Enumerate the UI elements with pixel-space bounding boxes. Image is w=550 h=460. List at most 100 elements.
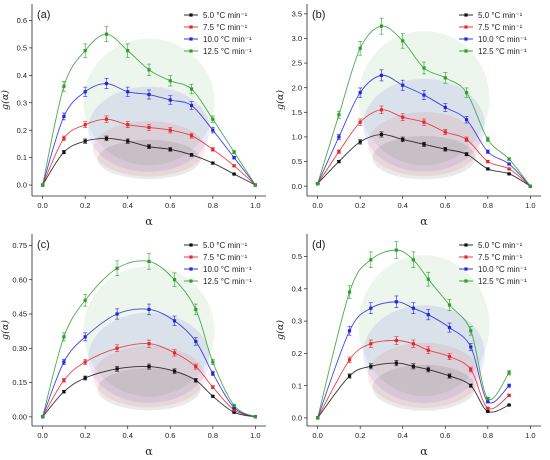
chart-panel-1: 0.0 0.2 0.4 0.6 0.8 1.0 0.0 0.1 0.2 0.3 0.4 0.5 0.6 α… <box>0 4 266 228</box>
data-point <box>486 400 490 404</box>
data-point <box>41 415 45 419</box>
y-tick-label: 0.4 <box>17 71 27 80</box>
data-point <box>426 277 430 281</box>
legend-label: 12.5 °C min⁻¹ <box>478 277 527 286</box>
legend-marker <box>189 255 193 259</box>
data-point <box>83 335 87 339</box>
data-point <box>194 339 198 344</box>
panel-label: (b) <box>312 9 325 21</box>
data-point <box>422 93 426 97</box>
legend-label: 10.0 °C min⁻¹ <box>203 35 252 44</box>
legend-label: 10.0 °C min⁻¹ <box>478 265 527 274</box>
data-point <box>394 300 398 304</box>
data-point <box>411 364 415 368</box>
legend-label: 10.0 °C min⁻¹ <box>478 35 527 44</box>
legend-label: 12.5 °C min⁻¹ <box>478 47 527 56</box>
data-point <box>232 406 236 410</box>
data-point <box>189 87 194 91</box>
data-point <box>486 406 490 410</box>
legend-marker <box>189 267 193 271</box>
panel-label: (c) <box>37 239 50 251</box>
data-point <box>189 103 194 108</box>
legend-marker <box>464 279 468 283</box>
x-tick-label: 0.4 <box>123 431 133 440</box>
data-point <box>464 91 469 95</box>
x-tick-label: 0.6 <box>165 431 175 440</box>
x-tick-label: 0.4 <box>398 201 408 210</box>
data-point <box>232 410 236 414</box>
legend-label: 12.5 °C min⁻¹ <box>203 47 252 56</box>
x-tick-label: 0.6 <box>440 201 450 210</box>
data-point <box>422 66 426 70</box>
x-tick-label: 0.8 <box>208 201 218 210</box>
data-point <box>347 358 352 362</box>
data-point <box>104 136 109 140</box>
data-point <box>232 156 236 160</box>
legend-marker <box>189 279 193 283</box>
data-point <box>486 159 490 164</box>
data-point <box>447 374 452 378</box>
data-point <box>469 384 473 388</box>
x-tick-label: 0.8 <box>483 201 493 210</box>
y-tick-label: 2.0 <box>292 83 302 92</box>
data-point <box>486 396 490 401</box>
data-point <box>486 409 490 414</box>
data-point <box>104 32 109 36</box>
data-point <box>62 150 66 154</box>
data-point <box>369 258 373 262</box>
legend-label: 5.0 °C min⁻¹ <box>478 241 523 250</box>
data-point <box>194 364 198 369</box>
data-point <box>411 306 415 310</box>
x-tick-label: 0.2 <box>80 431 90 440</box>
data-point <box>347 329 352 333</box>
y-tick-label: 0.30 <box>12 344 27 353</box>
y-tick-label: 3.5 <box>292 9 302 18</box>
legend-marker <box>464 37 468 41</box>
data-point <box>211 360 215 364</box>
x-tick-label: 1.0 <box>250 431 260 440</box>
data-point <box>62 114 66 119</box>
x-tick-label: 0.0 <box>312 201 322 210</box>
data-point <box>337 113 341 117</box>
data-point <box>126 139 130 143</box>
data-point <box>62 360 66 364</box>
legend-label: 7.5 °C min⁻¹ <box>203 253 248 262</box>
data-point <box>426 313 430 317</box>
data-point <box>62 84 66 88</box>
data-point <box>211 385 215 389</box>
panel-label: (a) <box>37 9 50 21</box>
y-tick-label: 0.0 <box>17 181 27 190</box>
panel-label: (d) <box>312 239 325 251</box>
y-tick-label: 0.0 <box>292 414 302 423</box>
y-tick-label: 0.1 <box>17 153 27 162</box>
legend-marker <box>464 267 468 271</box>
data-point <box>443 130 447 134</box>
legend-marker <box>189 13 193 17</box>
y-tick-label: 0.5 <box>292 252 302 261</box>
data-point <box>83 123 87 127</box>
data-point <box>422 120 426 124</box>
data-point <box>443 76 447 80</box>
data-point <box>394 361 398 365</box>
shaded-ellipse <box>88 312 210 403</box>
data-point <box>211 161 215 165</box>
data-point <box>443 147 447 151</box>
data-point <box>83 376 87 380</box>
data-point <box>358 46 362 50</box>
data-point <box>147 68 151 72</box>
data-point <box>147 259 151 264</box>
data-point <box>507 162 511 166</box>
data-point <box>358 120 362 124</box>
y-tick-label: 0.45 <box>12 310 27 319</box>
data-point <box>147 145 151 149</box>
legend-label: 10.0 °C min⁻¹ <box>203 265 252 274</box>
shaded-ellipse <box>83 266 215 397</box>
data-point <box>168 98 172 102</box>
x-tick-label: 1.0 <box>525 201 535 210</box>
data-point <box>447 303 452 307</box>
y-axis-label: g(α) <box>0 320 11 340</box>
legend-label: 7.5 °C min⁻¹ <box>203 23 248 32</box>
data-point <box>347 374 352 378</box>
data-point <box>528 184 532 188</box>
y-tick-label: 3.0 <box>292 34 302 43</box>
